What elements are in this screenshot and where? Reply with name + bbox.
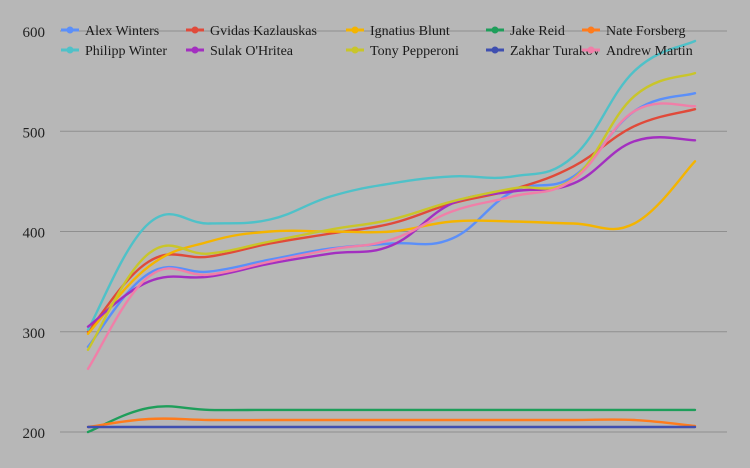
series-line bbox=[86, 71, 697, 351]
legend-item: Sulak O'Hritea bbox=[186, 44, 294, 59]
legend-item: Nate Forsberg bbox=[582, 24, 685, 39]
series-line bbox=[86, 102, 697, 370]
legend-item: Alex Winters bbox=[61, 24, 159, 39]
y-tick-label: 600 bbox=[23, 25, 46, 41]
legend-item: Tony Pepperoni bbox=[346, 44, 459, 59]
legend-label: Jake Reid bbox=[510, 24, 565, 39]
legend-label: Gvidas Kazlauskas bbox=[210, 24, 317, 39]
legend-label: Alex Winters bbox=[85, 24, 159, 39]
legend: Alex Winters Gvidas Kazlauskas Ignatius Bl… bbox=[61, 24, 693, 59]
legend-label: Tony Pepperoni bbox=[370, 44, 459, 59]
legend-marker bbox=[66, 26, 74, 34]
y-tick-label: 200 bbox=[23, 426, 46, 442]
legend-label: Zakhar Turakov bbox=[510, 44, 600, 59]
legend-item: Jake Reid bbox=[486, 24, 565, 39]
legend-marker bbox=[351, 26, 359, 34]
series-line bbox=[86, 136, 697, 328]
legend-label: Nate Forsberg bbox=[606, 24, 685, 39]
legend-item: Ignatius Blunt bbox=[346, 24, 450, 39]
series-line bbox=[86, 160, 697, 335]
legend-item: Philipp Winter bbox=[61, 44, 167, 59]
series-line bbox=[86, 405, 697, 434]
legend-label: Philipp Winter bbox=[85, 44, 167, 59]
y-tick-label: 500 bbox=[23, 125, 46, 141]
legend-item: Andrew Martin bbox=[582, 44, 693, 59]
legend-marker bbox=[351, 46, 359, 54]
y-tick-label: 300 bbox=[23, 326, 46, 342]
y-axis-tick-labels: 200 300 400 500 600 bbox=[23, 25, 46, 442]
legend-marker bbox=[491, 26, 499, 34]
series-lines bbox=[86, 39, 697, 434]
legend-item: Gvidas Kazlauskas bbox=[186, 24, 317, 39]
legend-marker bbox=[191, 26, 199, 34]
legend-label: Ignatius Blunt bbox=[370, 24, 450, 39]
series-line bbox=[86, 39, 697, 331]
y-tick-label: 400 bbox=[23, 226, 46, 242]
legend-marker bbox=[587, 46, 595, 54]
legend-marker bbox=[491, 46, 499, 54]
legend-marker bbox=[191, 46, 199, 54]
series-line bbox=[86, 417, 697, 429]
legend-label: Sulak O'Hritea bbox=[210, 44, 294, 59]
legend-marker bbox=[66, 46, 74, 54]
legend-marker bbox=[587, 26, 595, 34]
series-line bbox=[86, 108, 697, 333]
legend-item: Zakhar Turakov bbox=[486, 44, 600, 59]
legend-label: Andrew Martin bbox=[606, 44, 693, 59]
